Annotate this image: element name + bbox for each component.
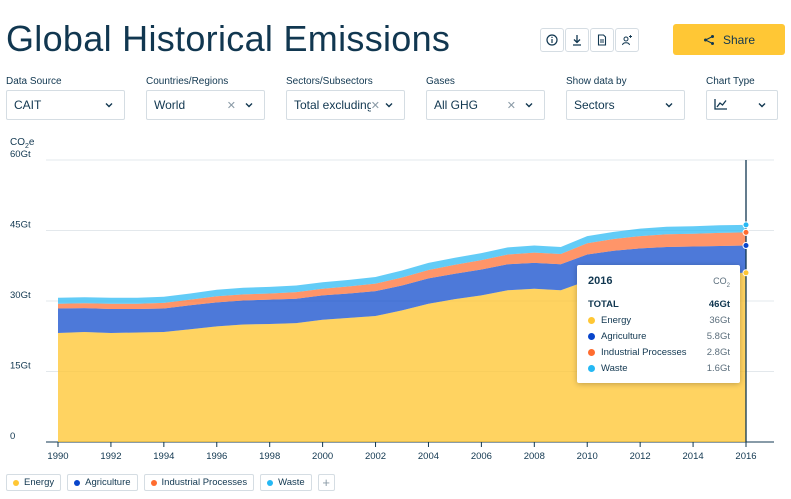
info-button[interactable] (540, 28, 564, 52)
x-tick-label: 1996 (206, 451, 227, 462)
plus-icon: + (322, 475, 330, 490)
x-tick-label: 2002 (365, 451, 386, 462)
agriculture-dot-icon (588, 333, 595, 341)
x-tick-label: 2016 (735, 451, 756, 462)
x-tick-label: 2014 (683, 451, 704, 462)
filter-label-countries: Countries/Regions (146, 76, 229, 87)
waste-dot-icon (267, 479, 274, 486)
area-energy (58, 272, 746, 442)
gases-select[interactable]: All GHG ✕ (426, 90, 545, 120)
data-source-select[interactable]: CAIT (6, 90, 125, 120)
x-tick-label: 2008 (524, 451, 545, 462)
clear-icon[interactable]: ✕ (370, 99, 380, 112)
y-tick-label: 0 (10, 431, 15, 442)
chevron-down-icon (105, 103, 113, 108)
y-tick-label: 15Gt (10, 361, 31, 372)
countries-value: World (154, 98, 186, 112)
share-button[interactable]: Share (673, 24, 785, 55)
add-user-icon (622, 35, 632, 46)
x-tick-label: 2012 (630, 451, 651, 462)
chevron-down-icon (758, 103, 766, 108)
line-chart-icon (714, 98, 727, 110)
filter-label-sectors: Sectors/Subsectors (286, 76, 373, 87)
tooltip-row-agriculture: Agriculture 5.8Gt (588, 329, 730, 345)
filter-label-data-source: Data Source (6, 76, 62, 87)
chevron-down-icon (385, 103, 393, 108)
hover-marker-industrial-processes (742, 228, 750, 236)
energy-dot-icon (588, 317, 595, 325)
download-icon (573, 35, 581, 46)
data-source-value: CAIT (14, 98, 42, 112)
sectors-select[interactable]: Total excluding L… ✕ (286, 90, 405, 120)
area-waste (58, 224, 746, 304)
tooltip-unit: CO2 (713, 276, 730, 289)
tooltip-row-energy: Energy 36Gt (588, 313, 730, 329)
document-button[interactable] (590, 28, 614, 52)
legend-item-energy[interactable]: Energy (6, 474, 62, 491)
download-button[interactable] (565, 28, 589, 52)
chevron-down-icon (525, 103, 533, 108)
share-icon (703, 34, 714, 45)
countries-select[interactable]: World ✕ (146, 90, 265, 120)
document-icon (597, 34, 607, 46)
gases-value: All GHG (434, 98, 479, 112)
y-axis-unit-label: CO2e (10, 137, 35, 150)
tooltip-row-waste: Waste 1.6Gt (588, 361, 730, 377)
clear-icon[interactable]: ✕ (226, 99, 236, 112)
filter-label-gases: Gases (426, 76, 455, 87)
sectors-value: Total excluding L… (294, 98, 371, 112)
filter-label-show-data-by: Show data by (566, 76, 627, 87)
show-data-by-select[interactable]: Sectors (566, 90, 685, 120)
add-user-button[interactable] (615, 28, 639, 52)
legend-item-waste[interactable]: Waste (260, 474, 312, 491)
x-tick-label: 1994 (153, 451, 174, 462)
share-label: Share (722, 32, 756, 47)
x-tick-label: 2006 (471, 451, 492, 462)
hover-marker-waste (742, 221, 750, 229)
energy-dot-icon (13, 479, 19, 486)
industrial-dot-icon (150, 479, 157, 486)
area-agriculture (58, 245, 746, 333)
area-industrial-processes (58, 232, 746, 309)
chart-tooltip: 2016 CO2 TOTAL 46Gt Energy 36Gt Agricultur… (577, 265, 740, 383)
x-tick-label: 1990 (47, 451, 68, 462)
legend-item-agriculture[interactable]: Agriculture (67, 474, 138, 491)
chevron-down-icon (665, 103, 673, 108)
info-icon (546, 34, 558, 46)
page-title: Global Historical Emissions (6, 18, 451, 59)
x-tick-label: 1992 (100, 451, 121, 462)
waste-dot-icon (588, 365, 595, 373)
industrial-dot-icon (588, 349, 595, 357)
chart-legend: Energy Agriculture Industrial Processes … (6, 474, 335, 491)
legend-item-industrial[interactable]: Industrial Processes (143, 474, 255, 491)
chevron-down-icon (245, 103, 253, 108)
emissions-area-chart[interactable]: 0 15Gt 30Gt 45Gt 60Gt 1990 1992 1994 1996 1998 200… (0, 148, 791, 470)
x-tick-label: 2004 (418, 451, 439, 462)
x-tick-label: 1998 (259, 451, 280, 462)
add-legend-button[interactable]: + (317, 474, 335, 491)
y-tick-label: 60Gt (10, 149, 31, 160)
y-tick-label: 30Gt (10, 290, 31, 301)
x-tick-label: 2010 (577, 451, 598, 462)
tooltip-year: 2016 (588, 275, 613, 287)
chart-type-select[interactable] (706, 90, 778, 120)
y-tick-label: 45Gt (10, 220, 31, 231)
hover-marker-agriculture (742, 242, 750, 250)
agriculture-dot-icon (74, 479, 81, 486)
hover-marker-energy (742, 269, 750, 277)
clear-icon[interactable]: ✕ (506, 99, 516, 112)
tooltip-total-row: TOTAL 46Gt (588, 299, 730, 311)
x-tick-label: 2000 (312, 451, 333, 462)
tooltip-row-industrial: Industrial Processes 2.8Gt (588, 345, 730, 361)
filter-label-chart-type: Chart Type (706, 76, 755, 87)
show-data-by-value: Sectors (574, 98, 615, 112)
